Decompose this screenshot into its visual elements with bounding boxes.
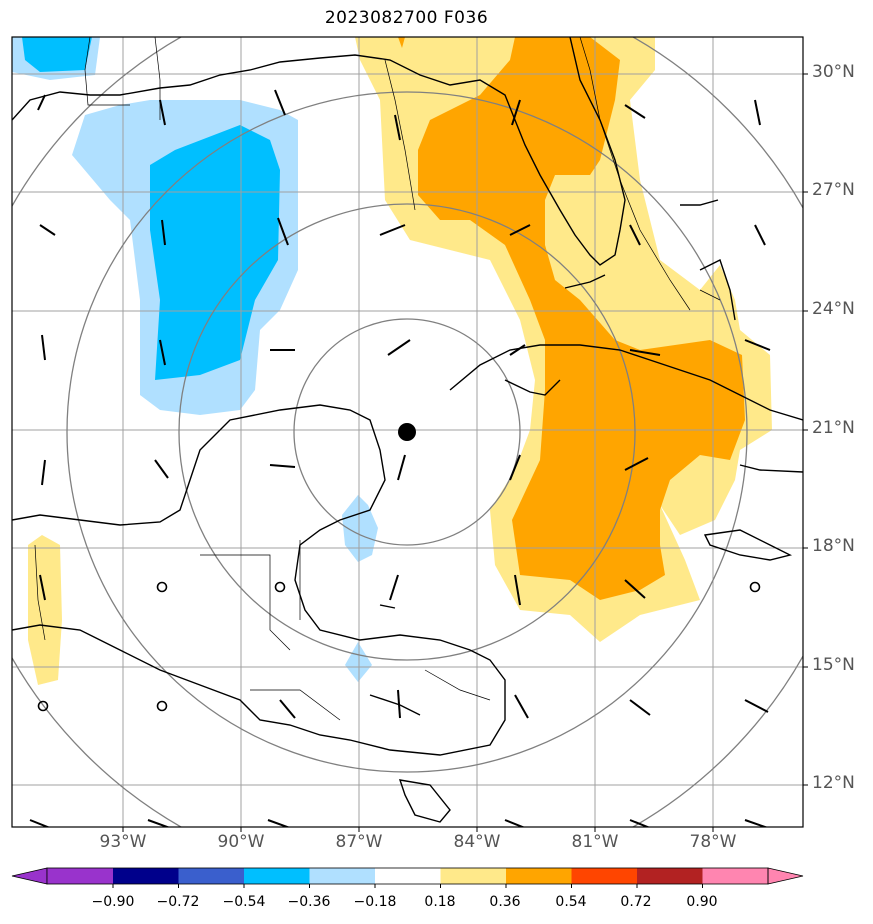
lon-label-81w: 81°W [571, 832, 619, 852]
colorbar-tick-label: 0.54 [555, 894, 587, 910]
colorbar-frame [46, 867, 769, 885]
colorbar-tick-label: −0.54 [222, 894, 266, 910]
colorbar-extend-high [767, 867, 804, 885]
borders [34, 37, 721, 721]
graticule [12, 37, 803, 827]
lat-label-18n: 18°N [812, 536, 855, 556]
negative-anomaly-nw-medium [22, 37, 92, 72]
lon-label-87w: 87°W [335, 832, 383, 852]
colorbar-bin [702, 868, 768, 884]
storm-center-marker [398, 423, 416, 441]
colorbar-bin [309, 868, 376, 884]
colorbar-bin [637, 868, 703, 884]
colorbar-extend-low [11, 867, 48, 885]
colorbar-bin [571, 868, 638, 884]
positive-anomaly-medium [418, 37, 745, 600]
lat-label-15n: 15°N [812, 655, 855, 675]
colorbar-bin [440, 868, 507, 884]
negative-anomaly-medium [150, 125, 280, 380]
colorbar [11, 867, 804, 888]
lon-label-78w: 78°W [689, 832, 737, 852]
lon-label-93w: 93°W [99, 832, 147, 852]
negative-anomaly-small-1 [342, 495, 378, 562]
colorbar-bin [47, 868, 113, 884]
colorbar-tick-label: 0.72 [620, 894, 652, 910]
shading-layer [12, 37, 772, 685]
calm-circles [37, 581, 761, 712]
colorbar-tick-label: −0.90 [91, 894, 135, 910]
lat-label-24n: 24°N [812, 299, 855, 319]
lat-label-12n: 12°N [812, 773, 855, 793]
lat-label-30n: 30°N [812, 62, 855, 82]
colorbar-tick-label: 0.90 [686, 894, 718, 910]
colorbar-bin [244, 868, 310, 884]
colorbar-bin [178, 868, 245, 884]
lon-label-84w: 84°W [453, 832, 501, 852]
colorbar-tick-label: 0.18 [424, 894, 456, 910]
lat-label-21n: 21°N [812, 418, 855, 438]
colorbar-bin [113, 868, 179, 884]
lat-label-27n: 27°N [812, 180, 855, 200]
map-title: 2023082700 F036 [324, 8, 489, 28]
colorbar-tick-label: −0.36 [287, 894, 331, 910]
colorbar-tick-label: 0.36 [489, 894, 521, 910]
axis-ticks [122, 73, 808, 832]
colorbar-tick-label: −0.18 [353, 894, 397, 910]
colorbar-tick-label: −0.72 [156, 894, 200, 910]
colorbar-bin [506, 868, 572, 884]
positive-anomaly-light-west [28, 535, 62, 685]
colorbar-bin [375, 868, 441, 884]
map-frame [11, 36, 804, 828]
positive-anomaly-top-yellow [398, 37, 405, 48]
range-rings [12, 37, 803, 827]
lon-label-90w: 90°W [217, 832, 265, 852]
